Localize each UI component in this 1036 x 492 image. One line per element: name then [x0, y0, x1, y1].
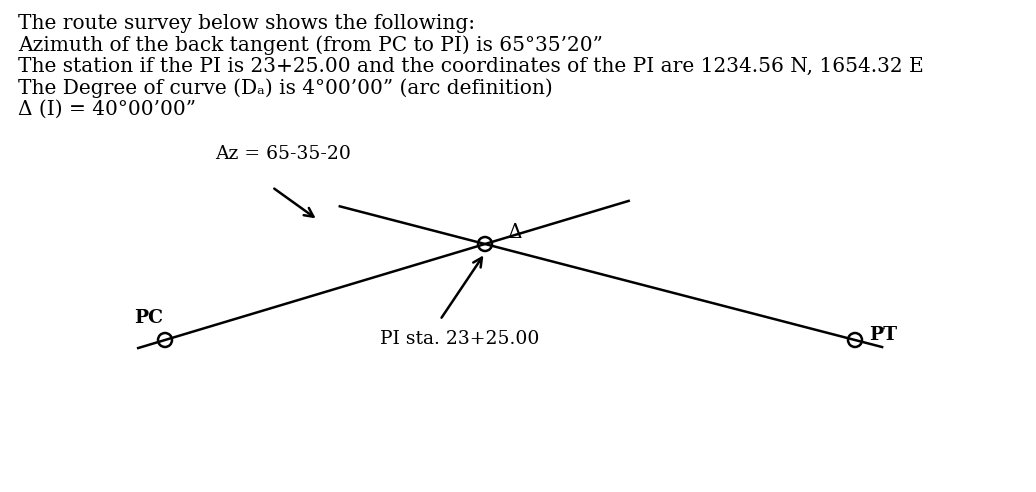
Text: PC: PC: [134, 309, 163, 327]
Text: The route survey below shows the following:: The route survey below shows the followi…: [18, 14, 476, 33]
Text: The station if the PI is 23+25.00 and the coordinates of the PI are 1234.56 N, 1: The station if the PI is 23+25.00 and th…: [18, 57, 924, 76]
Text: Δ: Δ: [507, 222, 521, 242]
Text: The Degree of curve (Dₐ) is 4°00’00” (arc definition): The Degree of curve (Dₐ) is 4°00’00” (ar…: [18, 79, 553, 98]
Text: Azimuth of the back tangent (from PC to PI) is 65°35’20”: Azimuth of the back tangent (from PC to …: [18, 35, 603, 55]
Text: PI sta. 23+25.00: PI sta. 23+25.00: [380, 330, 540, 348]
Text: PT: PT: [869, 326, 897, 344]
Text: Δ (I) = 40°00’00”: Δ (I) = 40°00’00”: [18, 100, 196, 119]
Text: Az = 65-35-20: Az = 65-35-20: [215, 145, 351, 163]
